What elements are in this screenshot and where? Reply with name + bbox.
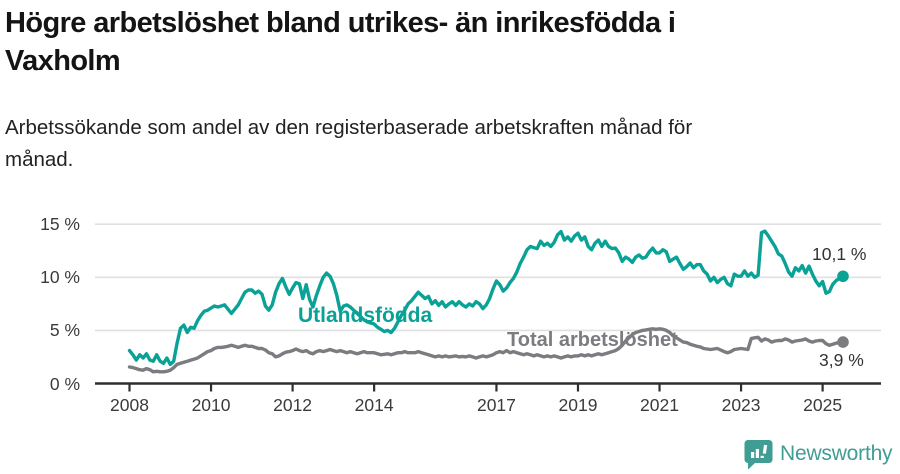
x-axis-tick-label: 2021 [640,395,679,415]
newsworthy-logo-text: Newsworthy [780,442,893,465]
series-label-utlandsfodda: Utlandsfödda [298,304,433,327]
series-line-utlandsfodda [127,229,845,367]
chart-title-line2: Vaxholm [5,45,121,77]
newsworthy-logo: Newsworthy [744,438,893,470]
chart-subtitle: Arbetssökande som andel av den registerb… [5,112,865,176]
x-axis-tick-label: 2008 [110,395,149,415]
value-label-total: 3,9 % [819,350,864,370]
y-axis-tick-label: 5 % [49,320,80,341]
y-axis-tick-label: 10 % [40,267,80,288]
series-end-dot-utlandsfodda [837,270,849,283]
x-axis-tick-label: 2014 [354,395,394,415]
x-axis-tick-label: 2023 [721,395,761,415]
chart-title: Högre arbetslöshet bland utrikes- än inr… [5,4,865,80]
x-axis-tick-label: 2019 [558,395,598,415]
value-label-utlandsfodda: 10,1 % [812,244,867,264]
chart-subtitle-line1: Arbetssökande som andel av den registerb… [5,116,693,139]
chart-subtitle-line2: månad. [5,148,74,171]
newsworthy-logo-icon [744,439,773,469]
x-axis-tick-label: 2025 [803,395,843,415]
y-axis-tick-label: 15 % [40,214,80,235]
y-axis-tick-label: 0 % [49,373,80,394]
x-axis-tick-label: 2010 [191,395,231,415]
series-end-dot-total [837,336,849,348]
x-axis-tick-label: 2012 [273,395,313,415]
series-line-total [127,327,845,374]
x-axis-tick-label: 2017 [476,395,516,415]
chart-title-line1: Högre arbetslöshet bland utrikes- än inr… [5,7,676,39]
series-label-total: Total arbetslöshet [507,329,678,351]
